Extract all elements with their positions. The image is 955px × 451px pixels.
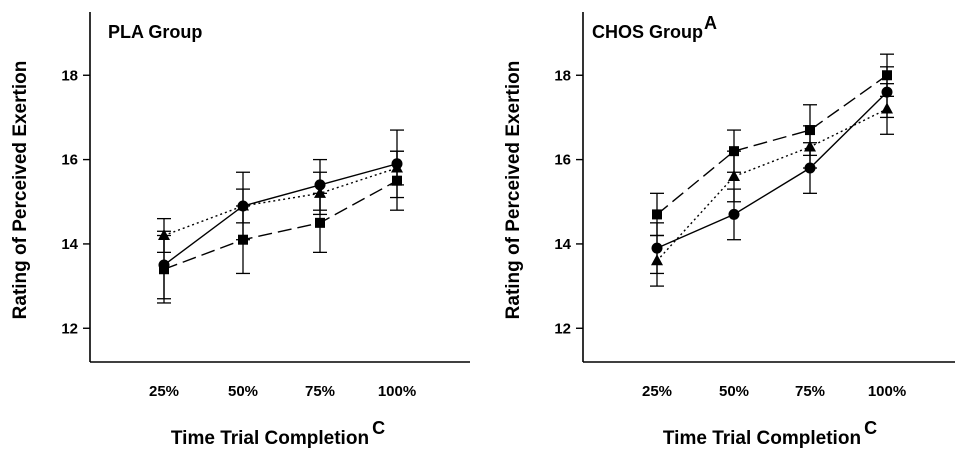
data-point-triangle [804,140,816,152]
x-axis-title-superscript: C [864,418,877,438]
data-point-square [238,234,248,245]
data-point-square [882,70,892,81]
y-axis-title: Rating of Perceived Exertion [10,61,31,320]
y-tick-label: 16 [61,152,78,169]
x-axis-title: Time Trial Completion C [171,418,385,449]
series-square [157,150,404,304]
x-tick-label: 75% [795,383,825,400]
panel-title: PLA Group [108,22,202,42]
series-line-triangle [656,108,888,262]
data-point-triangle [237,199,249,211]
series-circle [157,129,404,300]
panel-title: CHOS GroupA [592,13,717,42]
panel-title-text: PLA Group [108,22,202,42]
y-tick-label: 14 [61,236,78,253]
x-axis-title: Time Trial Completion C [663,418,877,449]
series-square [650,53,894,237]
series-line-triangle [163,167,398,237]
y-axis-title: Rating of Perceived Exertion [503,61,524,320]
x-axis-title-superscript: C [372,418,385,438]
y-tick-label: 18 [61,67,78,84]
x-axis-title-text: Time Trial Completion [663,428,861,449]
chart-panel-2: 12 14 16 18 25% 50% 75% 100% CHOS GroupA Rating o… [503,12,955,449]
series-line-square [163,180,398,270]
y-tick-label: 18 [554,67,571,84]
data-point-triangle [391,161,403,173]
series-triangle [650,83,894,287]
panel-title-text: CHOS Group [592,22,703,42]
data-point-square [652,209,662,220]
data-point-square [315,217,325,228]
x-tick-label: 75% [305,383,335,400]
chart-panel-1: 12 14 16 18 25% 50% 75% 100% PLA Group Rating of … [10,12,470,449]
x-tick-label: 100% [868,383,906,400]
x-tick-label: 25% [642,383,672,400]
series-line-circle [656,91,888,249]
y-tick-label: 16 [554,152,571,169]
data-point-square [159,264,169,275]
series-line-circle [163,163,398,266]
series-triangle [157,150,404,254]
x-tick-label: 50% [719,383,749,400]
y-tick-label: 14 [554,236,571,253]
data-point-triangle [158,228,170,240]
data-point-circle [728,208,740,220]
series-circle [650,66,894,275]
panel-title-superscript: A [704,13,717,33]
y-tick-label: 12 [61,320,78,337]
x-tick-label: 50% [228,383,258,400]
x-tick-label: 100% [378,383,416,400]
x-axis-title-text: Time Trial Completion [171,428,369,449]
series-line-square [656,74,888,215]
x-tick-label: 25% [149,383,179,400]
data-point-triangle [651,254,663,266]
y-tick-label: 12 [554,320,571,337]
data-point-triangle [881,102,893,114]
data-point-triangle [728,169,740,181]
data-point-triangle [314,186,326,198]
